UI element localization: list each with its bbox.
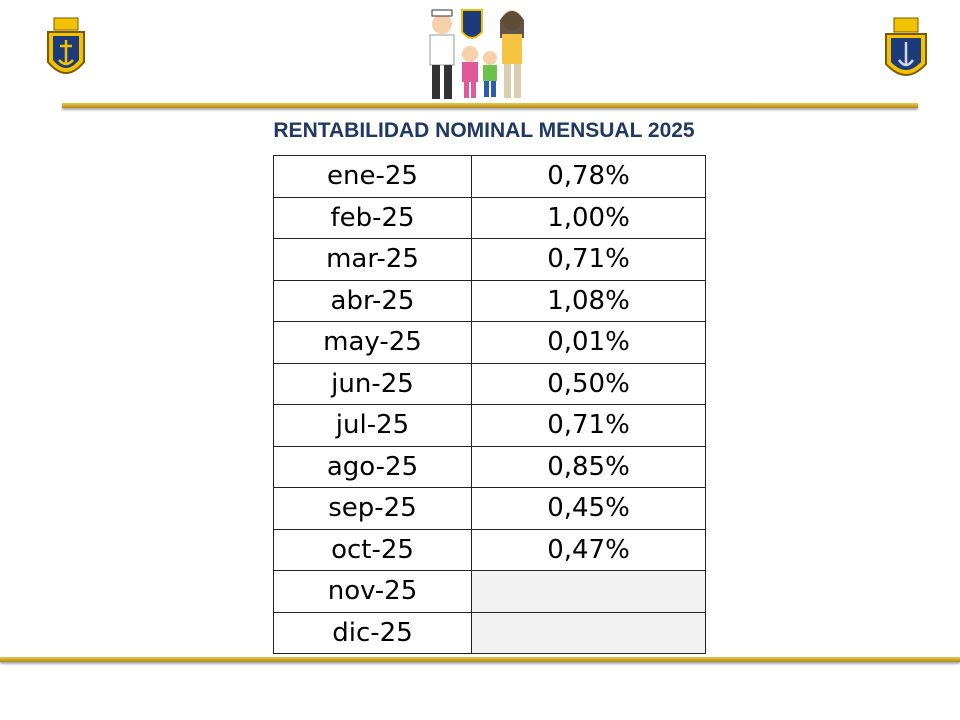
month-cell: may-25 — [273, 321, 472, 364]
month-cell: mar-25 — [273, 238, 472, 281]
top-rule — [62, 103, 918, 108]
month-cell: ago-25 — [273, 445, 472, 488]
return-cell: 0,01% — [471, 321, 706, 364]
return-cell: 0,85% — [471, 445, 706, 488]
return-cell: 1,00% — [471, 196, 706, 239]
family-illustration — [429, 9, 524, 99]
table-row: abr-25 1,08% — [273, 279, 706, 322]
table-row: jul-25 0,71% — [273, 404, 706, 447]
table-row: jun-25 0,50% — [273, 362, 706, 405]
month-cell: jun-25 — [273, 362, 472, 405]
right-emblem — [885, 17, 927, 76]
table-row: nov-25 — [273, 570, 706, 613]
month-cell: nov-25 — [273, 570, 472, 613]
month-cell: dic-25 — [273, 611, 472, 654]
table-row: sep-25 0,45% — [273, 487, 706, 530]
table-row: feb-25 1,00% — [273, 196, 706, 239]
empty-cell — [471, 611, 706, 654]
return-cell: 0,71% — [471, 404, 706, 447]
table-row: oct-25 0,47% — [273, 528, 706, 571]
return-cell: 1,08% — [471, 279, 706, 322]
month-cell: sep-25 — [273, 487, 472, 530]
table-row: ago-25 0,85% — [273, 445, 706, 488]
returns-table: ene-25 0,78% feb-25 1,00% mar-25 0,71% abr-25 1… — [273, 155, 706, 654]
return-cell: 0,47% — [471, 528, 706, 571]
empty-cell — [471, 570, 706, 613]
month-cell: jul-25 — [273, 404, 472, 447]
slide-title: RENTABILIDAD NOMINAL MENSUAL 2025 — [273, 119, 695, 142]
table-row: ene-25 0,78% — [273, 155, 706, 198]
month-cell: oct-25 — [273, 528, 472, 571]
return-cell: 0,45% — [471, 487, 706, 530]
return-cell: 0,78% — [471, 155, 706, 198]
return-cell: 0,50% — [471, 362, 706, 405]
bottom-rule — [0, 657, 960, 662]
table-row: mar-25 0,71% — [273, 238, 706, 281]
month-cell: ene-25 — [273, 155, 472, 198]
month-cell: abr-25 — [273, 279, 472, 322]
month-cell: feb-25 — [273, 196, 472, 239]
table-row: may-25 0,01% — [273, 321, 706, 364]
return-cell: 0,71% — [471, 238, 706, 281]
left-emblem — [47, 17, 85, 74]
table-row: dic-25 — [273, 611, 706, 654]
